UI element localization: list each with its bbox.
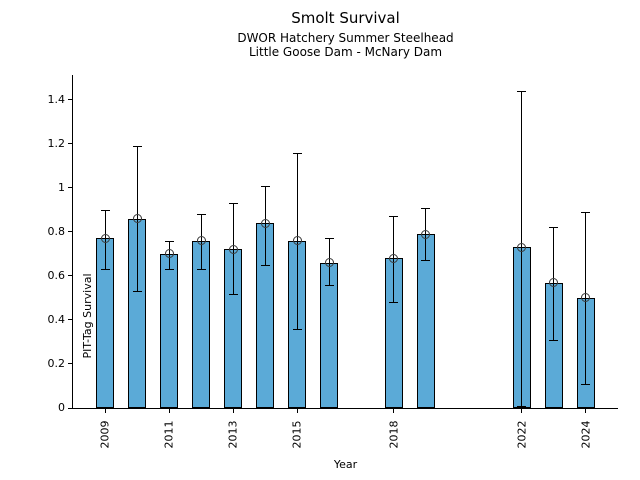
marker-2010: [132, 214, 142, 224]
errorbar-cap-high-2011: [164, 240, 174, 242]
errorbar-cap-low-2016: [324, 284, 334, 286]
x-axis-label: Year: [333, 458, 358, 471]
x-tick-label-2024: 2024: [579, 420, 593, 449]
x-tick-2022: [521, 409, 523, 413]
x-tick-label-2011: 2011: [162, 420, 176, 449]
errorbar-cap-low-2019: [421, 260, 431, 262]
x-tick-label-2015: 2015: [290, 420, 304, 449]
y-tick-label-0.4: 0.4: [47, 312, 66, 326]
marker-2024: [581, 293, 591, 303]
marker-2009: [100, 233, 110, 243]
x-tick-2024: [585, 409, 587, 413]
x-tick-2009: [104, 409, 106, 413]
y-axis-label: PIT-Tag Survival: [81, 273, 94, 359]
errorbar-cap-high-2019: [421, 207, 431, 209]
x-tick-label-2018: 2018: [387, 420, 401, 449]
marker-2023: [549, 278, 559, 287]
bar-2011: [160, 253, 179, 408]
errorbar-cap-low-2022: [517, 405, 527, 407]
errorbar-cap-high-2015: [292, 152, 302, 154]
errorbar-cap-low-2018: [389, 302, 399, 304]
x-tick-label-2013: 2013: [226, 420, 240, 449]
errorbar-cap-low-2012: [196, 269, 206, 271]
marker-2012: [196, 236, 206, 246]
x-tick-label-2022: 2022: [515, 420, 529, 449]
plot-area: Year PIT-Tag Survival 0 0.2 0.4 0.6 0.8 1 1.2 1…: [48, 75, 618, 471]
x-tick-2011: [168, 409, 170, 413]
y-tick-1.4: [68, 99, 72, 101]
chart-subtitle-line2: Little Goose Dam - McNary Dam: [248, 45, 443, 59]
y-tick-0.2: [68, 363, 72, 365]
errorbar-cap-low-2024: [581, 383, 591, 385]
y-tick-1.2: [68, 143, 72, 145]
y-tick-1: [68, 187, 72, 189]
x-tick-2013: [232, 409, 234, 413]
chart-subtitle-line1: DWOR Hatchery Summer Steelhead: [237, 31, 454, 45]
marker-2011: [164, 249, 174, 259]
marker-2015: [292, 236, 302, 246]
errorbar-cap-low-2014: [260, 264, 270, 266]
errorbar-cap-low-2013: [228, 293, 238, 295]
errorbar-cap-high-2023: [549, 227, 559, 229]
marker-2019: [421, 229, 431, 239]
y-tick-label-1.2: 1.2: [47, 136, 66, 150]
title-block: Smolt Survival DWOR Hatchery Summer Stee…: [73, 9, 618, 59]
marker-2014: [260, 218, 270, 228]
errorbar-cap-high-2009: [100, 209, 110, 211]
y-tick-label-0: 0: [58, 401, 65, 414]
x-tick-label-2009: 2009: [98, 420, 112, 449]
errorbar-cap-high-2013: [228, 203, 238, 205]
errorbar-cap-high-2016: [324, 238, 334, 240]
errorbar-cap-low-2015: [292, 328, 302, 330]
errorbar-cap-high-2022: [517, 90, 527, 92]
y-tick-0.6: [68, 275, 72, 277]
y-tick-label-0.6: 0.6: [47, 268, 66, 282]
y-tick-0.8: [68, 231, 72, 233]
y-tick-0.4: [68, 319, 72, 321]
errorbar-cap-high-2014: [260, 185, 270, 187]
marker-2022: [517, 242, 527, 252]
marker-2016: [324, 258, 334, 268]
errorbar-cap-low-2011: [164, 269, 174, 271]
y-tick-label-0.2: 0.2: [47, 356, 66, 370]
marker-2018: [389, 253, 399, 263]
x-tick-2018: [393, 409, 395, 413]
errorbar-cap-low-2009: [100, 269, 110, 271]
errorbar-cap-high-2012: [196, 214, 206, 216]
errorbar-cap-high-2018: [389, 216, 399, 218]
y-tick-0: [68, 407, 72, 409]
errorbar-cap-low-2023: [549, 339, 559, 341]
y-tick-label-1.4: 1.4: [47, 92, 66, 106]
errorbar-cap-low-2010: [132, 291, 142, 293]
errorbar-cap-high-2010: [132, 146, 142, 147]
x-tick-2015: [296, 409, 298, 413]
errorbar-cap-high-2024: [581, 212, 591, 214]
y-tick-label-1: 1: [58, 180, 65, 194]
marker-2013: [228, 244, 238, 254]
y-tick-label-0.8: 0.8: [47, 224, 66, 238]
chart-title: Smolt Survival: [291, 9, 400, 27]
